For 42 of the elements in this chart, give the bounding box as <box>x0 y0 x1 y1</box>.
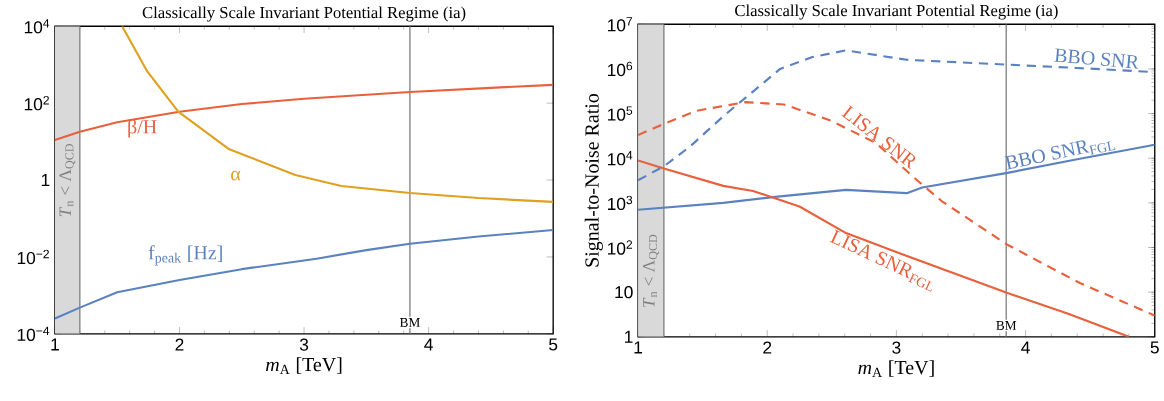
line-series <box>638 101 1155 317</box>
line-series <box>54 83 554 142</box>
y-tick-label: 10$^{2}$ <box>608 240 633 255</box>
y-tick-label: 1 <box>41 174 50 187</box>
y-tick-label: 10$^{−2}$ <box>17 249 49 265</box>
y-tick-label: 10$^{5}$ <box>608 106 633 121</box>
band-label: T$_{n}$ < Λ$_{QCD}$ <box>59 144 76 217</box>
x-tick-label: 2 <box>763 341 772 354</box>
y-axis-title: Signal-to-Noise Ratio <box>584 94 603 267</box>
x-tick-label: 1 <box>51 338 59 351</box>
y-tick-label: 10$^{−4}$ <box>17 326 50 342</box>
x-tick-label: 5 <box>549 338 558 351</box>
series-label: α <box>231 171 241 181</box>
series-label: β/H <box>128 119 157 138</box>
text: LISA SNR$_{FGL}$ <box>829 229 933 292</box>
y-tick-label: 10$^{3}$ <box>608 195 633 211</box>
band-label: T$_{n}$ < Λ$_{QCD}$ <box>643 234 659 308</box>
x-axis-title: m$_{A}$ [TeV] <box>858 360 934 378</box>
y-tick-label: 10$^{4}$ <box>24 19 50 34</box>
y-tick-label: 10$^{2}$ <box>24 96 49 111</box>
y-tick-label: 10$^{6}$ <box>608 61 633 77</box>
x-axis-title: m$_{A}$ [TeV] <box>266 357 342 375</box>
line-series <box>54 229 554 320</box>
chart-title: Classically Scale Invariant Potential Regime (ia) <box>142 6 466 22</box>
series-label: BBO SNR <box>1054 48 1139 69</box>
text: BBO SNR$_{FGL}$ <box>1004 140 1116 170</box>
line-series <box>121 26 554 204</box>
x-tick-label: 4 <box>1021 341 1030 354</box>
series-label: f$_{peak}$ [Hz] <box>148 245 222 266</box>
chart-title: Classically Scale Invariant Potential Regime (ia) <box>735 4 1058 20</box>
x-tick-label: 2 <box>175 338 184 351</box>
y-tick-label: 10 <box>615 286 633 299</box>
y-tick-label: 1 <box>625 330 633 343</box>
y-tick-label: 10$^{4}$ <box>608 151 633 166</box>
y-tick-label: 10$^{7}$ <box>608 17 633 32</box>
x-tick-label: 5 <box>1150 341 1159 354</box>
x-tick-label: 1 <box>634 341 643 354</box>
ref-line-label: BM <box>996 321 1017 331</box>
x-tick-label: 3 <box>299 338 309 351</box>
x-tick-label: 3 <box>892 341 901 354</box>
x-tick-label: 4 <box>424 338 433 351</box>
ref-line-label: BM <box>399 318 420 328</box>
